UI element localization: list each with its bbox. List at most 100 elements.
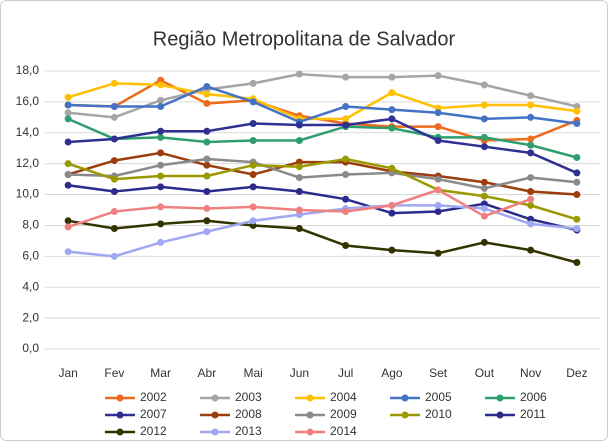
data-point xyxy=(573,153,581,161)
x-tick-label: Jan xyxy=(58,366,77,380)
legend-label: 2003 xyxy=(235,390,262,404)
data-point xyxy=(527,149,535,157)
legend-marker xyxy=(496,411,504,419)
y-tick-label: 12,0 xyxy=(16,156,40,170)
data-point xyxy=(480,178,488,186)
data-point xyxy=(527,220,535,228)
data-point xyxy=(295,225,303,233)
legend-label: 2002 xyxy=(140,390,167,404)
data-point xyxy=(295,206,303,214)
legend-marker xyxy=(211,428,219,436)
data-point xyxy=(527,113,535,121)
data-point xyxy=(110,113,118,121)
data-point xyxy=(342,170,350,178)
x-tick-label: Ago xyxy=(381,366,403,380)
data-point xyxy=(573,215,581,223)
data-point xyxy=(249,120,257,128)
y-tick-label: 10,0 xyxy=(16,187,40,201)
legend-label: 2004 xyxy=(330,390,357,404)
data-point xyxy=(388,89,396,97)
data-point xyxy=(249,161,257,169)
data-point xyxy=(157,183,165,191)
data-point xyxy=(249,170,257,178)
data-point xyxy=(527,246,535,254)
data-point xyxy=(249,217,257,225)
data-point xyxy=(157,172,165,180)
data-point xyxy=(573,259,581,267)
series-line xyxy=(68,85,578,125)
data-point xyxy=(527,174,535,182)
data-point xyxy=(480,81,488,89)
data-point xyxy=(249,137,257,144)
data-point xyxy=(388,201,396,209)
data-point xyxy=(295,187,303,195)
x-tick-label: Jul xyxy=(338,366,353,380)
x-tick-label: Dez xyxy=(566,366,587,380)
data-point xyxy=(388,73,396,81)
data-point xyxy=(480,115,488,123)
data-point xyxy=(110,157,118,165)
legend-label: 2014 xyxy=(330,424,357,438)
data-point xyxy=(64,138,72,146)
data-point xyxy=(110,135,118,143)
data-point xyxy=(388,246,396,254)
legend-marker xyxy=(116,411,124,419)
data-point xyxy=(249,183,257,191)
data-point xyxy=(527,141,535,149)
data-point xyxy=(480,238,488,246)
legend-marker xyxy=(116,394,124,402)
data-point xyxy=(295,137,303,144)
legend-marker xyxy=(211,411,219,419)
data-point xyxy=(64,170,72,178)
data-point xyxy=(434,123,442,131)
data-point xyxy=(480,101,488,109)
y-tick-label: 6,0 xyxy=(22,249,39,263)
data-point xyxy=(342,155,350,163)
data-point xyxy=(434,249,442,257)
data-point xyxy=(480,133,488,141)
data-point xyxy=(249,79,257,87)
data-point xyxy=(64,248,72,256)
data-point xyxy=(110,187,118,195)
data-point xyxy=(388,209,396,217)
data-point xyxy=(295,121,303,129)
x-tick-label: Abr xyxy=(198,366,217,380)
legend-label: 2012 xyxy=(140,424,167,438)
legend-label: 2006 xyxy=(520,390,547,404)
data-point xyxy=(64,223,72,231)
data-point xyxy=(527,135,535,143)
data-point xyxy=(527,187,535,195)
data-point xyxy=(157,127,165,135)
legend-marker xyxy=(306,411,314,419)
data-point xyxy=(480,192,488,200)
x-tick-label: Jun xyxy=(290,366,309,380)
data-point xyxy=(342,73,350,81)
data-point xyxy=(64,93,72,101)
legend-marker xyxy=(306,428,314,436)
data-point xyxy=(434,109,442,117)
series-line xyxy=(67,157,578,221)
legend-marker xyxy=(401,411,409,419)
data-point xyxy=(573,169,581,177)
data-point xyxy=(203,90,211,98)
data-point xyxy=(342,121,350,129)
data-point xyxy=(157,149,165,157)
data-point xyxy=(203,161,211,169)
x-tick-label: Nov xyxy=(520,366,541,380)
legend-marker xyxy=(211,394,219,402)
data-point xyxy=(434,208,442,216)
data-point xyxy=(295,70,303,78)
data-point xyxy=(434,201,442,209)
data-point xyxy=(157,81,165,89)
legend-marker xyxy=(306,394,314,402)
data-point xyxy=(480,143,488,151)
series-line xyxy=(67,82,578,121)
data-point xyxy=(295,174,303,182)
data-point xyxy=(527,101,535,109)
legend-marker xyxy=(116,428,124,436)
data-point xyxy=(434,72,442,80)
data-point xyxy=(110,252,118,260)
data-point xyxy=(342,103,350,111)
x-tick-label: Mar xyxy=(150,366,171,380)
data-point xyxy=(110,225,118,233)
